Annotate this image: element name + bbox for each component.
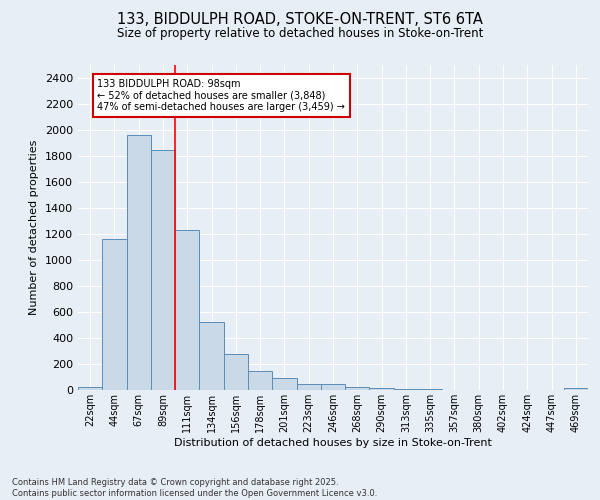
Bar xyxy=(151,150,175,390)
Bar xyxy=(296,384,321,390)
Text: 133 BIDDULPH ROAD: 98sqm
← 52% of detached houses are smaller (3,848)
47% of sem: 133 BIDDULPH ROAD: 98sqm ← 52% of detach… xyxy=(97,80,346,112)
Y-axis label: Number of detached properties: Number of detached properties xyxy=(29,140,40,315)
Bar xyxy=(321,384,345,390)
Bar xyxy=(199,322,224,390)
Text: 133, BIDDULPH ROAD, STOKE-ON-TRENT, ST6 6TA: 133, BIDDULPH ROAD, STOKE-ON-TRENT, ST6 … xyxy=(117,12,483,28)
Bar xyxy=(370,388,394,390)
Bar xyxy=(175,230,199,390)
Text: Size of property relative to detached houses in Stoke-on-Trent: Size of property relative to detached ho… xyxy=(117,28,483,40)
Bar xyxy=(102,239,127,390)
X-axis label: Distribution of detached houses by size in Stoke-on-Trent: Distribution of detached houses by size … xyxy=(174,438,492,448)
Bar xyxy=(127,135,151,390)
Text: Contains HM Land Registry data © Crown copyright and database right 2025.
Contai: Contains HM Land Registry data © Crown c… xyxy=(12,478,377,498)
Bar xyxy=(224,354,248,390)
Bar xyxy=(345,388,370,390)
Bar xyxy=(272,378,296,390)
Bar xyxy=(78,387,102,390)
Bar xyxy=(248,370,272,390)
Bar xyxy=(564,388,588,390)
